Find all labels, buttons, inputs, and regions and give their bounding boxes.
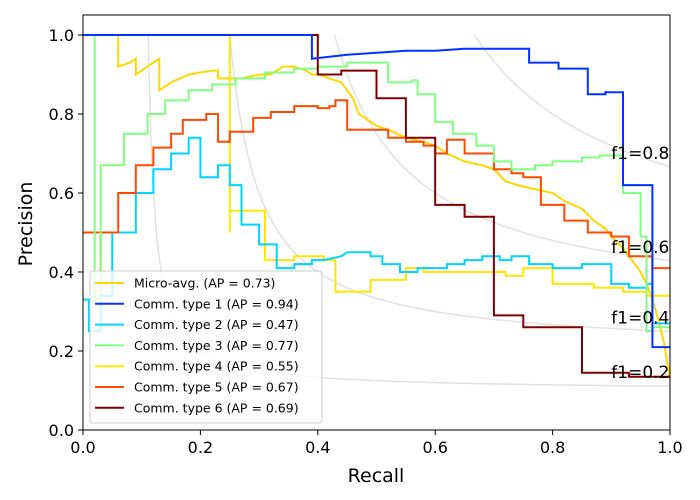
series-line-comm-type-4	[83, 34, 670, 297]
iso-f1-curve	[473, 34, 670, 168]
legend-entry: Comm. type 6 (AP = 0.69)	[95, 400, 299, 415]
y-tick-label: 0.0	[49, 421, 74, 440]
iso-f1-label: f1=0.2	[611, 363, 669, 383]
legend-label: Comm. type 2 (AP = 0.47)	[134, 317, 299, 332]
x-tick-label: 0.8	[540, 438, 565, 457]
iso-f1-labels: f1=0.2 f1=0.4 f1=0.6 f1=0.8	[611, 144, 669, 383]
y-axis-ticks: 0.0 0.2 0.4 0.6 0.8 1.0	[49, 26, 83, 440]
iso-f1-label: f1=0.4	[611, 308, 669, 328]
x-tick-label: 0.6	[422, 438, 447, 457]
y-tick-label: 0.4	[49, 263, 74, 282]
iso-f1-label: f1=0.8	[611, 144, 669, 164]
legend-label: Comm. type 6 (AP = 0.69)	[134, 400, 299, 415]
x-axis-label: Recall	[348, 465, 405, 487]
y-tick-label: 0.8	[49, 105, 74, 124]
legend-label: Comm. type 1 (AP = 0.94)	[134, 296, 299, 311]
series-line-comm-type-2	[83, 136, 670, 333]
y-tick-label: 0.6	[49, 184, 74, 203]
legend-entry: Micro-avg. (AP = 0.73)	[95, 276, 275, 291]
legend-entry: Comm. type 1 (AP = 0.94)	[95, 296, 299, 311]
series-line-comm-type-3	[83, 34, 670, 333]
series-lines	[83, 34, 670, 379]
x-tick-label: 0.4	[305, 438, 330, 457]
y-tick-label: 1.0	[49, 26, 74, 45]
iso-f1-curve	[333, 34, 670, 262]
series-line-comm-type-5	[83, 99, 670, 272]
iso-f1-label: f1=0.6	[611, 238, 669, 258]
legend-entry: Comm. type 3 (AP = 0.77)	[95, 338, 299, 353]
x-axis-ticks: 0.0 0.2 0.4 0.6 0.8 1.0	[70, 430, 683, 457]
axes-frame	[82, 14, 671, 431]
legend-box	[89, 270, 323, 424]
iso-f1-curve	[229, 34, 670, 333]
y-tick-label: 0.2	[49, 342, 74, 361]
legend: Micro-avg. (AP = 0.73) Comm. type 1 (AP =…	[89, 270, 323, 424]
legend-entry: Comm. type 4 (AP = 0.55)	[95, 359, 299, 374]
legend-label: Micro-avg. (AP = 0.73)	[134, 276, 275, 291]
x-tick-label: 0.2	[188, 438, 213, 457]
legend-label: Comm. type 4 (AP = 0.55)	[134, 359, 299, 374]
series-line-comm-type-1	[83, 34, 670, 349]
legend-label: Comm. type 5 (AP = 0.67)	[134, 380, 299, 395]
legend-entry: Comm. type 2 (AP = 0.47)	[95, 317, 299, 332]
legend-entry: Comm. type 5 (AP = 0.67)	[95, 380, 299, 395]
legend-label: Comm. type 3 (AP = 0.77)	[134, 338, 299, 353]
x-tick-label: 0.0	[70, 438, 95, 457]
y-axis-label: Precision	[15, 182, 37, 267]
x-tick-label: 1.0	[657, 438, 682, 457]
series-line-comm-type-6	[83, 34, 670, 378]
